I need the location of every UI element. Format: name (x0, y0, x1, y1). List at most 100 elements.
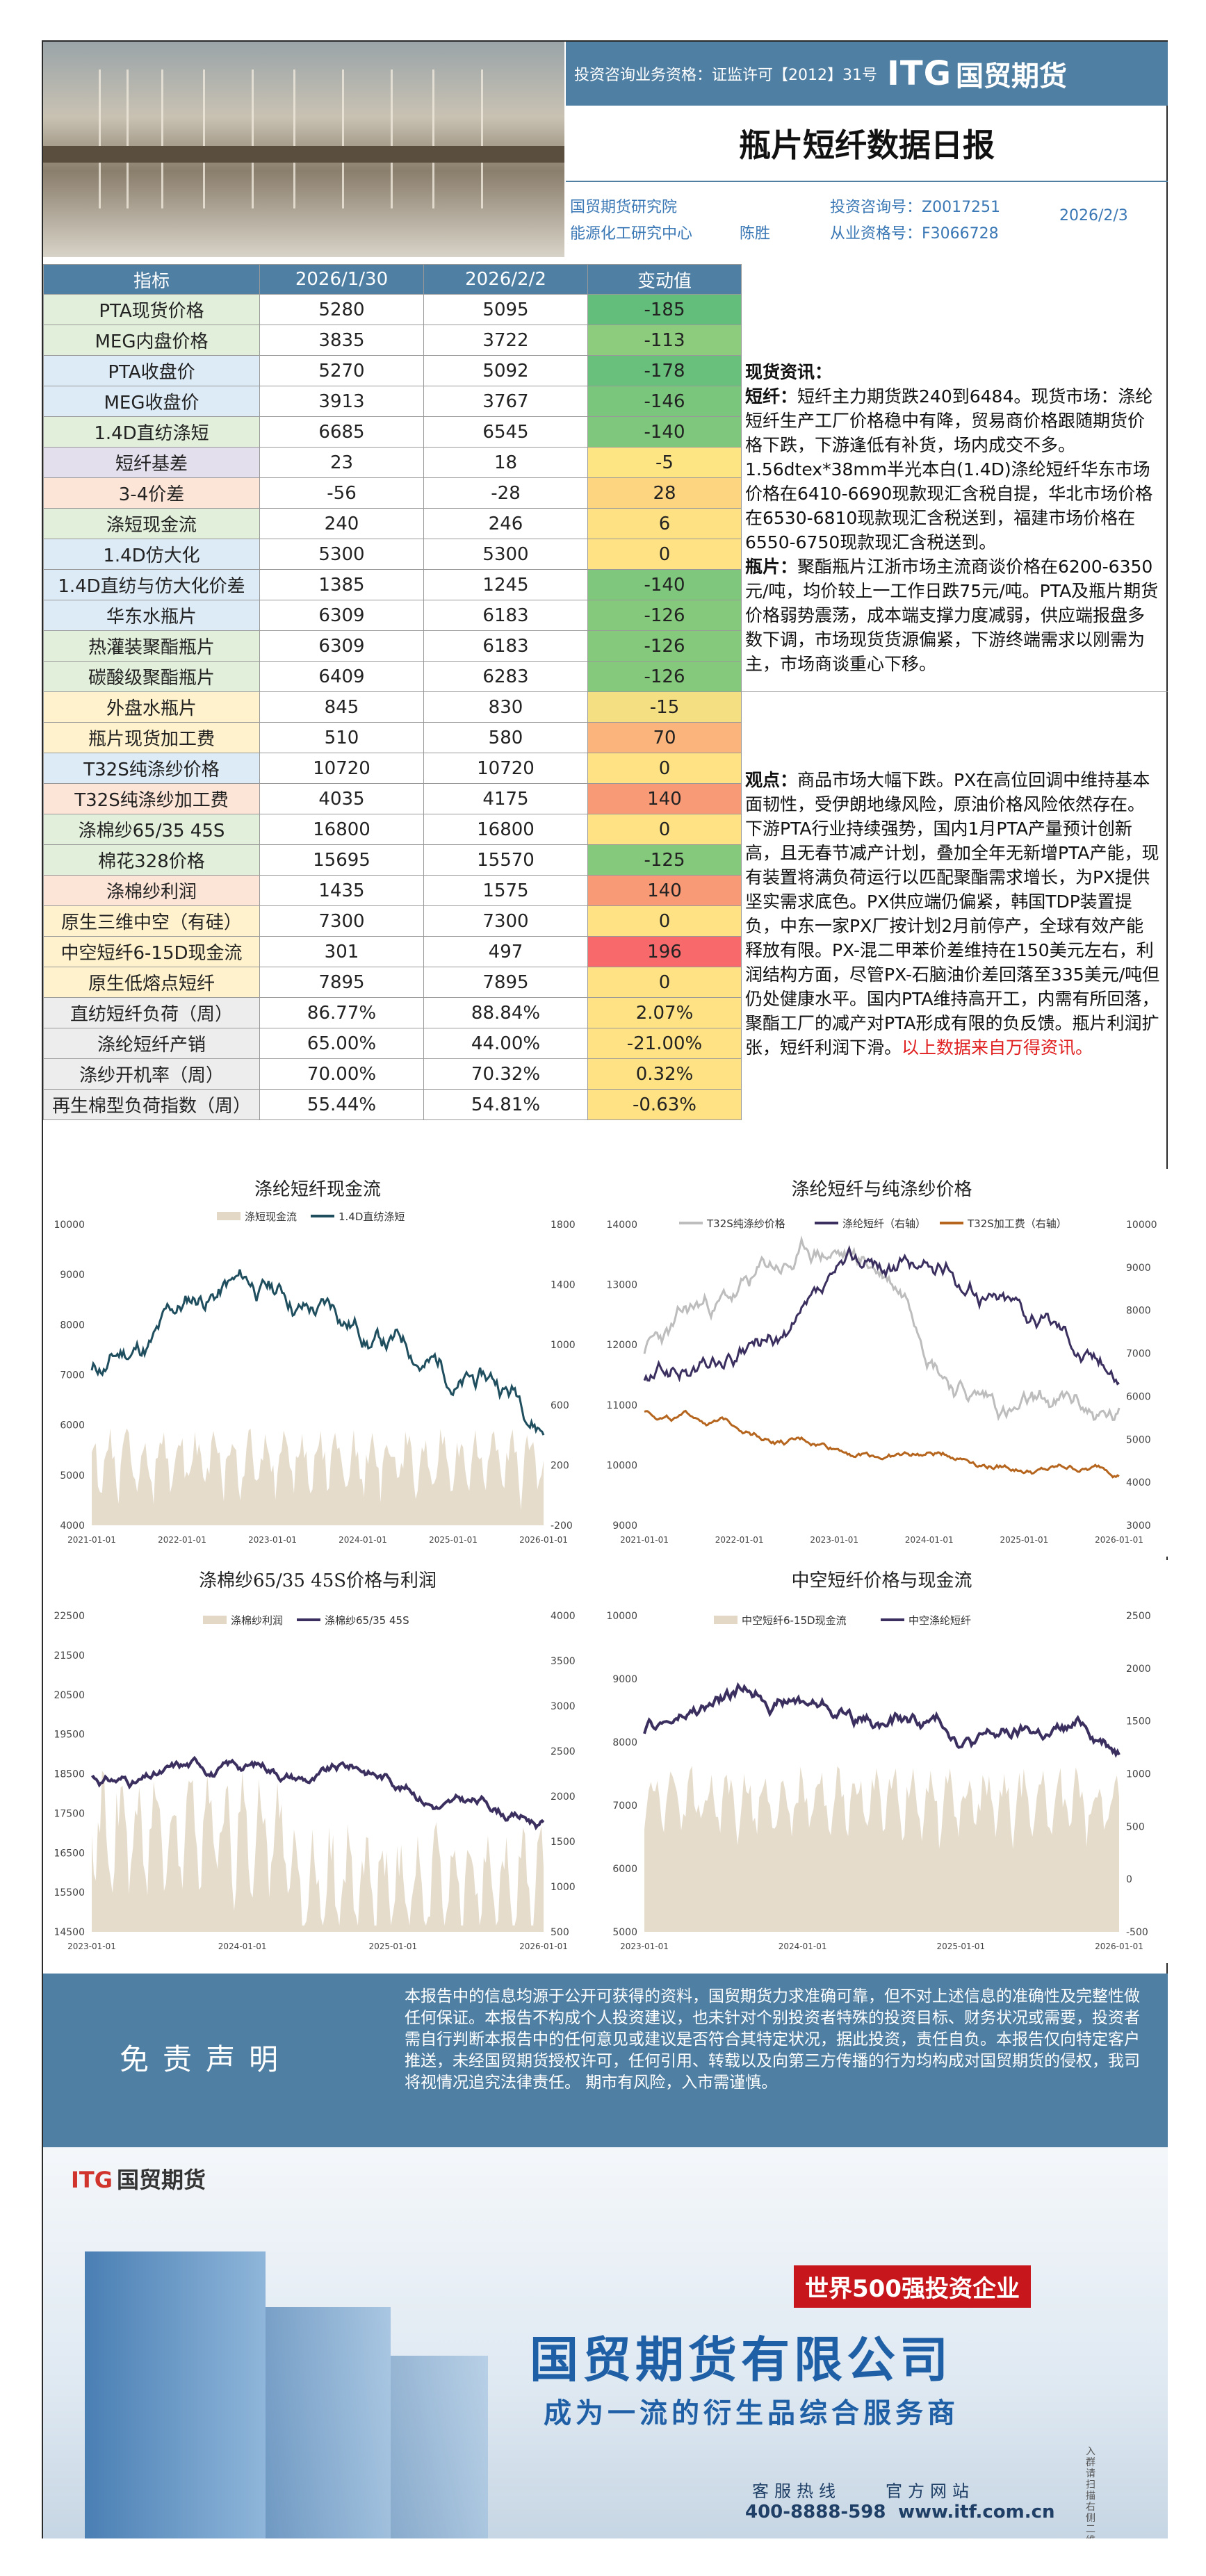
value-prev: 55.44% (259, 1089, 424, 1120)
table-row: 棉花328价格 15695 15570 -125 (43, 844, 742, 876)
table-header: 指标 2026/1/30 2026/2/2 变动值 (43, 264, 742, 295)
legend-label: 中空短纤6-15D现金流 (742, 1614, 847, 1627)
change-value: 0 (587, 539, 742, 570)
table-row: 1.4D直纺与仿大化价差 1385 1245 -140 (43, 569, 742, 600)
view-label: 观点： (745, 770, 798, 790)
y-tick-left: 14500 (54, 1927, 85, 1938)
y-tick-right: 4000 (1126, 1477, 1151, 1488)
value-curr: 15570 (423, 844, 588, 876)
value-curr: 5095 (423, 294, 588, 325)
table-row: 华东水瓶片 6309 6183 -126 (43, 600, 742, 631)
value-prev: 16800 (259, 814, 424, 845)
y-tick-right: 1500 (1126, 1716, 1151, 1728)
indicator-name: PTA收盘价 (43, 355, 260, 386)
legend-label: 1.4D直纺涤短 (339, 1211, 405, 1223)
company-name: 国贸期货有限公司 (530, 2331, 952, 2388)
x-tick: 2021-01-01 (67, 1535, 116, 1545)
x-tick: 2024-01-01 (218, 1942, 267, 1951)
y-tick-left: 6000 (612, 1864, 637, 1875)
y-tick-left: 8000 (60, 1320, 85, 1331)
change-value: 0 (587, 967, 742, 998)
header-band: 投资咨询业务资格：证监许可【2012】31号 ITG 国贸期货 (566, 42, 1168, 106)
practice-number: 从业资格号：F3066728 (830, 225, 999, 243)
chart-svg: 涤纶短纤与纯涤纱价格 T32S纯涤纱价格 涤纶短纤（右轴） T32S加工费（右轴） 14… (606, 1179, 1157, 1545)
bottle-label: 瓶片： (745, 557, 798, 577)
y-tick-right: 0 (1126, 1874, 1132, 1885)
table-row: 涤短现金流 240 246 6 (43, 508, 742, 539)
x-tick: 2025-01-01 (1000, 1535, 1049, 1545)
y-tick-left: 9000 (612, 1520, 637, 1532)
table-row: 3-4价差 -56 -28 28 (43, 477, 742, 509)
change-value: 28 (587, 477, 742, 509)
consult-number: 投资咨询号：Z0017251 (830, 199, 1001, 216)
legend-item: 1.4D直纺涤短 (311, 1211, 405, 1223)
value-curr: 6183 (423, 600, 588, 631)
report-frame: 投资咨询业务资格：证监许可【2012】31号 ITG 国贸期货 瓶片短纤数据日报… (42, 40, 1168, 2538)
table-row: 直纺短纤负荷（周） 86.77% 88.84% 2.07% (43, 997, 742, 1028)
y-tick-right: 5000 (1126, 1434, 1151, 1445)
y-tick-left: 14000 (606, 1220, 637, 1231)
y-tick-left: 18500 (54, 1769, 85, 1780)
value-curr: 3722 (423, 325, 588, 356)
y-tick-left: 21500 (54, 1650, 85, 1662)
x-tick: 2021-01-01 (620, 1535, 669, 1545)
x-tick: 2024-01-01 (905, 1535, 954, 1545)
spot-heading: 现货资讯： (745, 362, 833, 382)
value-curr: 18 (423, 447, 588, 478)
table-row: 再生棉型负荷指数（周） 55.44% 54.81% -0.63% (43, 1089, 742, 1120)
y-tick-left: 5000 (612, 1927, 637, 1938)
change-value: 140 (587, 783, 742, 814)
change-value: -185 (587, 294, 742, 325)
value-curr: 54.81% (423, 1089, 588, 1120)
y-tick-left: 17500 (54, 1808, 85, 1819)
y-tick-right: 4000 (551, 1611, 576, 1622)
change-value: -125 (587, 844, 742, 876)
change-value: 70 (587, 722, 742, 753)
change-value: 0 (587, 905, 742, 937)
line-series (90, 1269, 545, 1436)
y-tick-right: 200 (551, 1460, 569, 1471)
indicator-name: 涤棉纱65/35 45S (43, 814, 260, 845)
y-tick-left: 13000 (606, 1280, 637, 1291)
disclaimer-text: 本报告中的信息均源于公开可获得的资料，国贸期货力求准确可靠，但不对上述信息的准确… (405, 1987, 1140, 2092)
change-value: -113 (587, 325, 742, 356)
indicator-name: 1.4D直纺与仿大化价差 (43, 569, 260, 600)
y-tick-left: 10000 (54, 1220, 85, 1231)
table-row: PTA现货价格 5280 5095 -185 (43, 294, 742, 325)
legend-item: 中空涤纶短纤 (881, 1614, 971, 1627)
value-prev: 6409 (259, 661, 424, 692)
y-tick-left: 12000 (606, 1340, 637, 1351)
indicator-name: 再生棉型负荷指数（周） (43, 1089, 260, 1120)
table-row: MEG内盘价格 3835 3722 -113 (43, 325, 742, 356)
legend-label: 涤棉纱利润 (231, 1614, 283, 1627)
license-text: 投资咨询业务资格：证监许可【2012】31号 (574, 67, 877, 84)
x-tick: 2026-01-01 (519, 1535, 568, 1545)
value-curr: 4175 (423, 783, 588, 814)
indicator-name: 涤棉纱利润 (43, 875, 260, 906)
value-curr: -28 (423, 477, 588, 509)
change-value: 0 (587, 814, 742, 845)
legend-label: 涤纶短纤（右轴） (842, 1217, 926, 1230)
building-image (391, 2356, 488, 2538)
table-row: 瓶片现货加工费 510 580 70 (43, 722, 742, 753)
area-series (92, 1771, 544, 1932)
value-curr: 6183 (423, 630, 588, 662)
legend-label: 涤棉纱65/35 45S (325, 1614, 409, 1627)
website-link[interactable]: www.itf.com.cn (898, 2502, 1055, 2522)
indicator-name: 碳酸级聚酯瓶片 (43, 661, 260, 692)
y-tick-right: 2000 (1126, 1664, 1151, 1675)
value-prev: 4035 (259, 783, 424, 814)
indicator-name: T32S纯涤纱加工费 (43, 783, 260, 814)
value-curr: 6545 (423, 416, 588, 448)
footer-banner: ITG 国贸期货 世界500强投资企业 国贸期货有限公司 成为一流的衍生品综合服务… (43, 2147, 1168, 2538)
indicator-name: T32S纯涤纱价格 (43, 753, 260, 784)
y-tick-left: 5000 (60, 1470, 85, 1482)
indicator-name: 外盘水瓶片 (43, 691, 260, 723)
y-tick-left: 10000 (606, 1460, 637, 1471)
y-tick-left: 7000 (612, 1800, 637, 1812)
legend-item: 涤棉纱65/35 45S (297, 1614, 409, 1627)
value-curr: 7300 (423, 905, 588, 937)
change-value: -15 (587, 691, 742, 723)
data-table: 指标 2026/1/30 2026/2/2 变动值 PTA现货价格 5280 509… (43, 264, 742, 1120)
